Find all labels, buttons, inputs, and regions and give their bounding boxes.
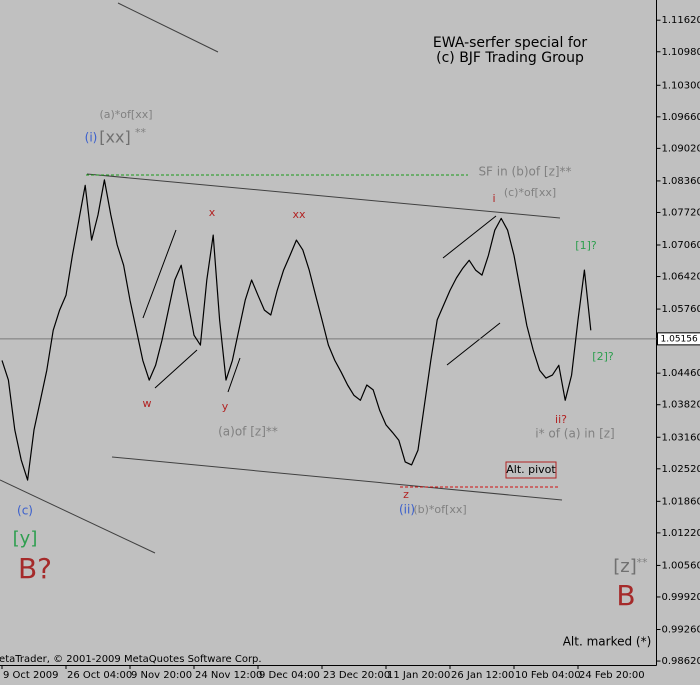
annotation: [1]? [575,239,597,252]
x-tick-label: 9 Nov 20:00 [131,670,192,681]
y-tick-label: 1.03820 [662,400,700,411]
annotation: [z] [613,556,637,577]
channel-line [86,173,561,219]
annotation: ** [135,126,147,139]
wave-line [154,349,198,389]
annotation: (i) [85,131,98,145]
y-tick-label: 1.09660 [662,112,700,123]
annotation: x [209,206,216,219]
annotation: i* of (a) in [z] [535,427,614,441]
y-tick-label: 1.07060 [662,240,700,251]
annotation: i [492,192,495,205]
x-tick-label: 23 Dec 20:00 [323,670,390,681]
drawings [0,2,563,554]
annotation: (ii) [399,503,415,517]
annotation: SF in (b)of [z]** [478,165,571,179]
y-tick-label: 0.98620 [662,656,700,667]
annotation: MetaTrader, © 2001-2009 MetaQuotes Softw… [0,654,262,665]
annotation: w [143,397,152,410]
x-tick-label: 24 Feb 20:00 [579,670,645,681]
annotation: B [616,579,635,612]
annotation: (c) [17,504,33,518]
wave-line [142,229,177,319]
annotation: z [403,488,409,501]
x-tick-label: 26 Jan 12:00 [451,670,514,681]
y-tick-label: 1.06420 [662,272,700,283]
annotation: [2]? [592,350,614,363]
y-tick-label: 1.00560 [662,560,700,571]
annotation: [y] [13,528,38,549]
y-tick-label: 1.04460 [662,368,700,379]
annotation: EWA-serfer special for [433,35,587,51]
wave-line [227,357,241,393]
trend-line [0,479,156,554]
annotation: xx [292,208,306,221]
y-tick-label: 1.10300 [662,80,700,91]
trend-line [117,2,219,53]
x-tick-label: 9 Dec 04:00 [259,670,320,681]
annotation: (a)*of[xx] [99,108,152,121]
annotation: (a)of [z]** [218,425,278,439]
annotation: (c)*of[xx] [504,186,556,199]
price-label: 1.05156 [661,334,698,344]
annotation: B? [18,552,52,585]
y-tick-label: 1.01220 [662,528,700,539]
y-tick-label: 1.09020 [662,143,700,154]
x-tick-label: 9 Oct 2009 [3,670,58,681]
price-line-series [1,179,592,481]
y-tick-label: 1.10980 [662,47,700,58]
y-tick-label: 1.01860 [662,496,700,507]
annotation: (b)*of[xx] [413,503,466,516]
wave-line [446,322,501,366]
x-tick-label: 24 Nov 12:00 [195,670,262,681]
y-tick-label: 0.99260 [662,625,700,636]
annotation: ** [637,556,649,569]
annotation: y [222,400,229,413]
price-label-box [657,332,700,346]
annotation: ii? [555,413,567,426]
annotation: Alt. pivot [506,463,556,476]
y-tick-label: 1.11620 [662,15,700,26]
annotation: (c) BJF Trading Group [436,50,584,66]
annotation: [xx] [99,128,130,147]
channel-line [111,456,563,501]
pivot-box [505,461,557,479]
annotation: Alt. marked (*) [563,635,652,649]
y-tick-label: 1.05760 [662,304,700,315]
y-tick-label: 0.99920 [662,592,700,603]
y-tick-label: 1.07720 [662,207,700,218]
y-tick-label: 1.03160 [662,432,700,443]
x-tick-label: 10 Feb 04:00 [515,670,581,681]
wave-line [442,215,497,259]
x-tick-label: 26 Oct 04:00 [67,670,132,681]
y-tick-label: 1.08360 [662,176,700,187]
y-tick-label: 1.02520 [662,464,700,475]
x-tick-label: 11 Jan 20:00 [387,670,450,681]
